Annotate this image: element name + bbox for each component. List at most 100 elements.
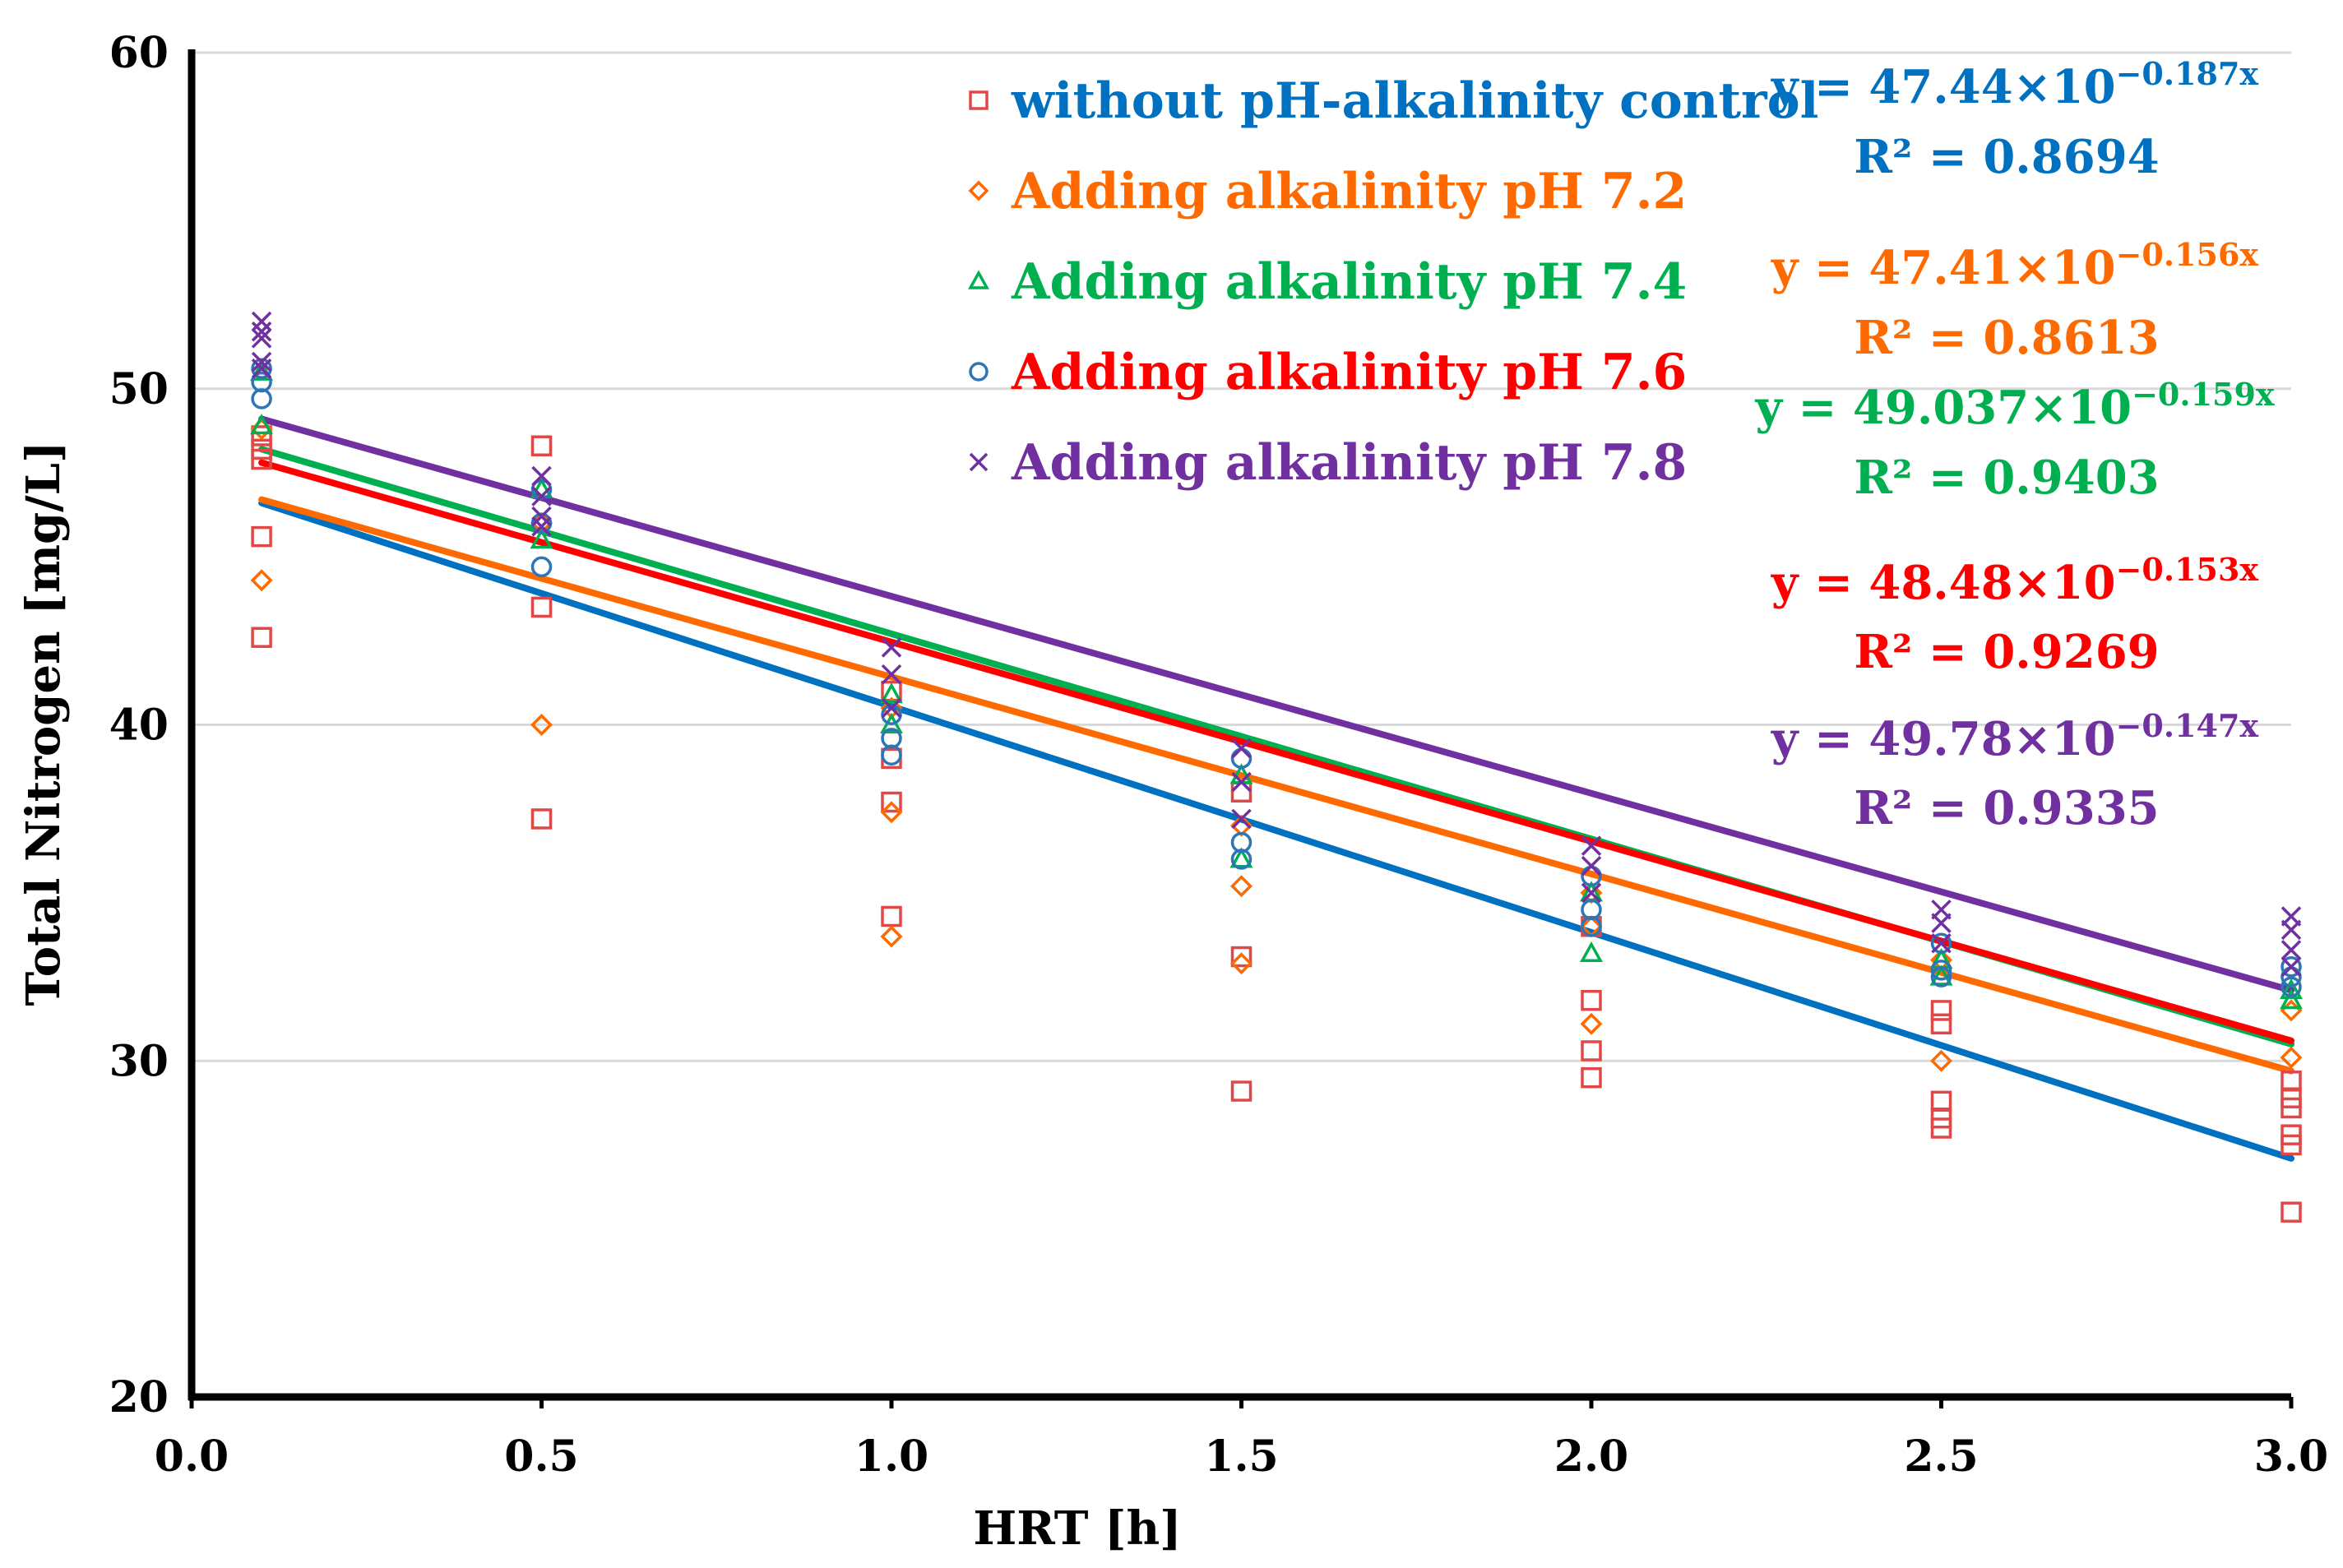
legend-item: Adding alkalinity pH 7.2 [968, 163, 1687, 220]
x-tick-label: 2.0 [1554, 1432, 1628, 1482]
square-marker [1230, 781, 1253, 803]
circle-marker [1581, 916, 1602, 937]
triangle-marker [250, 414, 274, 435]
square-marker [1230, 1080, 1253, 1102]
r-squared-text: R² = 0.9335 [1854, 781, 2159, 835]
y-tick-label: 60 [109, 28, 169, 78]
r-squared-text: R² = 0.8694 [1854, 130, 2159, 184]
triangle-marker [530, 528, 553, 549]
x-tick-label: 0.0 [155, 1432, 229, 1482]
triangle-marker [880, 682, 903, 704]
circle-marker [530, 556, 553, 578]
square-marker [881, 905, 902, 927]
x-marker [2280, 956, 2302, 978]
trend-equation: y = 47.44×10−0.187x R² = 0.8694 [1771, 55, 2259, 184]
legend: without pH-alkalinity control Adding alka… [968, 72, 1818, 492]
trend-equation: y = 49.037×10−0.159x R² = 0.9403 [1754, 376, 2274, 505]
trend-equation: y = 47.41×10−0.156x R² = 0.8613 [1771, 236, 2259, 365]
trend-line [258, 415, 2294, 994]
legend-item: Adding alkalinity pH 7.6 [969, 344, 1687, 401]
square-marker [2280, 1201, 2302, 1223]
x-marker [881, 664, 902, 685]
square-marker [1930, 1000, 1952, 1021]
square-marker [1581, 1066, 1602, 1089]
legend-label: Adding alkalinity pH 7.6 [1011, 344, 1687, 401]
circle-marker [881, 704, 902, 725]
equation-text: y = 49.78×10−0.147x [1771, 707, 2259, 766]
square-marker [251, 448, 272, 470]
equation-text: y = 47.41×10−0.156x [1771, 236, 2259, 295]
tick-labels: 20 30 40 50 60 0.0 0.5 1.0 1.5 2.0 2.5 3.0 [109, 28, 2329, 1482]
equation-text: y = 48.48×10−0.153x [1771, 551, 2259, 610]
legend-item: Adding alkalinity pH 7.8 [969, 434, 1687, 492]
triangle-marker [1929, 964, 1953, 986]
circle-marker [530, 512, 553, 534]
circle-marker [1930, 966, 1952, 988]
diamond-marker [1930, 1049, 1952, 1072]
gridlines [192, 51, 2291, 1062]
square-marker [881, 791, 902, 813]
diamond-marker [250, 569, 273, 592]
circle-marker [1230, 849, 1253, 870]
x-marker [2280, 940, 2302, 960]
x-tick-label: 1.5 [1204, 1432, 1278, 1482]
x-marker [881, 697, 902, 719]
diamond-marker [880, 801, 903, 824]
square-marker [251, 525, 272, 548]
triangle-marker [968, 270, 989, 289]
x-marker [1231, 771, 1252, 793]
x-tick-label: 3.0 [2254, 1432, 2328, 1482]
square-marker [1581, 1040, 1602, 1062]
x-marker [251, 328, 272, 349]
x-marker [531, 486, 552, 506]
triangle-marker [2280, 988, 2303, 1010]
trend-line [258, 496, 2294, 1075]
square-marker [2280, 1134, 2302, 1156]
triangle-marker [1229, 847, 1253, 868]
trend-line [258, 459, 2294, 1044]
trend-equations: y = 47.44×10−0.187x R² = 0.8694 y = 47.41×… [1754, 55, 2274, 835]
circle-marker [1930, 960, 1952, 981]
diamond-marker [1230, 875, 1253, 898]
x-tick-label: 2.5 [1904, 1432, 1978, 1482]
square-marker [1930, 1013, 1952, 1035]
x-marker [969, 452, 989, 472]
x-marker [251, 321, 272, 342]
triangle-marker [250, 359, 274, 381]
trend-equation: y = 49.78×10−0.147x R² = 0.9335 [1771, 707, 2259, 835]
circle-marker [881, 744, 902, 766]
circle-marker [969, 362, 989, 382]
circle-marker [1930, 932, 1952, 954]
diamond-marker [968, 180, 989, 201]
x-marker [1581, 882, 1602, 904]
x-marker [881, 637, 902, 658]
square-marker [1581, 989, 1602, 1011]
triangle-marker [2280, 978, 2303, 999]
circle-marker [251, 388, 272, 409]
diamond-marker [1580, 1012, 1603, 1035]
r-squared-text: R² = 0.9269 [1854, 625, 2159, 679]
x-marker [1931, 932, 1952, 954]
x-marker [251, 351, 272, 372]
circle-marker [251, 358, 272, 379]
x-marker [1231, 738, 1252, 759]
x-marker [1231, 808, 1252, 830]
x-tick-label: 0.5 [504, 1432, 578, 1482]
trend-equation: y = 48.48×10−0.153x R² = 0.9269 [1771, 551, 2259, 679]
circle-marker [2280, 956, 2302, 978]
x-axis-label: HRT [h] [973, 1501, 1181, 1556]
circle-marker [530, 479, 553, 501]
axes [188, 49, 2294, 1408]
y-tick-label: 20 [109, 1372, 169, 1422]
square-marker [2280, 1097, 2302, 1119]
x-marker [531, 465, 552, 487]
square-marker [251, 627, 272, 648]
square-marker [530, 808, 553, 830]
x-tick-label: 1.0 [854, 1432, 928, 1482]
square-marker [1930, 1117, 1952, 1139]
square-marker [969, 90, 989, 110]
x-marker [1581, 835, 1602, 856]
equation-text: y = 47.44×10−0.187x [1771, 55, 2259, 114]
y-axis-label: Total Nitrogen [mg/L] [16, 442, 71, 1006]
